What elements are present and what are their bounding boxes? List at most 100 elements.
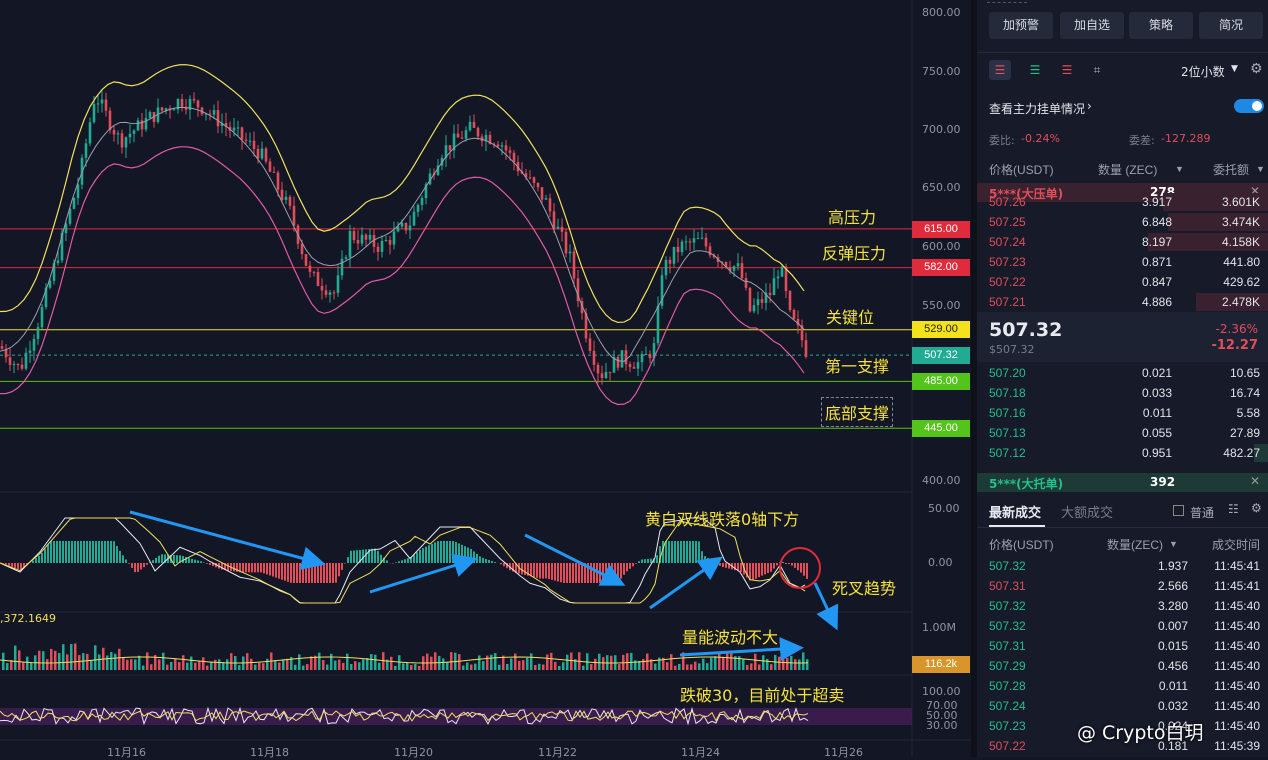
macd-bar <box>494 562 496 563</box>
volume-bar <box>466 663 469 670</box>
add-alert-button[interactable]: 加预警 <box>989 12 1053 39</box>
candle <box>393 231 396 244</box>
volume-bar <box>698 663 701 670</box>
price-tag-582: 582.00 <box>912 259 970 276</box>
macd-bar <box>200 561 202 563</box>
chart-area[interactable]: 800.00 750.00 700.00 650.00 600.00 550.0… <box>0 0 975 757</box>
candle <box>645 354 648 355</box>
macd-bar <box>59 541 61 563</box>
precision-select[interactable]: 2位小数 <box>1181 63 1225 80</box>
macd-bar <box>323 563 325 583</box>
volume-bar <box>566 655 569 670</box>
price-axis-label: 750.00 <box>922 65 961 78</box>
price-chart-canvas[interactable] <box>0 0 975 757</box>
filter-icon[interactable]: ☷ <box>1228 502 1239 516</box>
macd-bar <box>377 551 379 563</box>
macd-bar <box>554 563 556 581</box>
settings-icon[interactable]: ⚙ <box>1251 501 1262 515</box>
total-header[interactable]: 委托额 <box>1213 161 1249 178</box>
candle <box>513 153 516 162</box>
volume-bar <box>758 664 761 670</box>
candle <box>329 292 332 294</box>
macd-bar <box>425 547 427 563</box>
candle <box>553 211 556 228</box>
chevron-down-icon[interactable]: ▼ <box>1175 164 1184 174</box>
candle <box>265 149 268 162</box>
settings-icon[interactable]: ⚙ <box>1250 61 1263 77</box>
volume-bar <box>602 657 605 670</box>
volume-bar <box>294 665 297 670</box>
macd-bar <box>188 558 190 563</box>
macd-bar <box>620 563 622 579</box>
volume-bar <box>706 663 709 670</box>
trade-price-header: 价格(USDT) <box>989 536 1054 553</box>
add-favorite-button[interactable]: 加自选 <box>1060 12 1124 39</box>
macd-bar <box>710 560 712 563</box>
macd-bar <box>155 558 157 563</box>
qty-header[interactable]: 数量 (ZEC) <box>1098 161 1157 178</box>
ask-row-t: 2.478K <box>1222 295 1260 309</box>
macd-bar <box>110 541 112 563</box>
candle <box>241 127 244 139</box>
volume-bar <box>666 662 669 670</box>
candle <box>641 354 644 362</box>
macd-bar <box>173 555 175 563</box>
candle <box>181 99 184 107</box>
tab-latest-trades[interactable]: 最新成交 <box>989 502 1041 521</box>
volume-bar <box>50 649 53 670</box>
tab-large-trades[interactable]: 大额成交 <box>1061 502 1113 521</box>
ask-row-q: 0.871 <box>1142 255 1172 269</box>
macd-bar <box>143 563 145 567</box>
volume-bar <box>470 665 473 670</box>
candle <box>289 197 292 206</box>
macd-bar <box>335 563 337 583</box>
candle <box>41 307 44 327</box>
candle <box>369 235 372 240</box>
macd-bar <box>695 541 697 563</box>
overview-button[interactable]: 简况 <box>1199 12 1263 39</box>
whale-orders-link[interactable]: 查看主力挂单情况 <box>989 100 1085 117</box>
view-asks-icon[interactable]: ☰ <box>1057 60 1077 80</box>
macd-bar <box>53 541 55 563</box>
trade-q: 0.015 <box>1158 639 1188 653</box>
candle <box>805 340 808 357</box>
volume-bar <box>222 662 225 670</box>
volume-bar <box>198 661 201 670</box>
chevron-down-icon[interactable]: ▼ <box>1256 164 1265 174</box>
volume-bar <box>78 655 81 670</box>
normal-checkbox[interactable] <box>1173 505 1184 516</box>
close-icon[interactable]: ✕ <box>1250 474 1260 488</box>
candle <box>405 223 408 230</box>
volume-bar <box>474 664 477 670</box>
chevron-down-icon[interactable]: ▼ <box>1231 64 1238 74</box>
view-depth-icon[interactable]: ⌗ <box>1087 60 1107 80</box>
macd-bar <box>575 563 577 583</box>
bid-whale-row[interactable]: 5***(大托单) 392 ✕ <box>977 473 1268 492</box>
trade-t: 11:45:40 <box>1214 599 1260 613</box>
strategy-button[interactable]: 策略 <box>1129 12 1193 39</box>
macd-bar <box>782 562 784 563</box>
chevron-right-icon[interactable]: › <box>1087 99 1092 113</box>
view-bids-icon[interactable]: ☰ <box>1025 60 1045 80</box>
whale-toggle[interactable] <box>1234 99 1264 113</box>
volume-bar <box>794 659 797 670</box>
volume-bar <box>654 664 657 670</box>
macd-bar <box>704 556 706 563</box>
volume-bar <box>70 644 73 670</box>
view-both-icon[interactable]: ☰ <box>989 60 1011 80</box>
chevron-down-icon[interactable]: ▼ <box>1169 539 1178 549</box>
volume-bar <box>26 657 29 670</box>
